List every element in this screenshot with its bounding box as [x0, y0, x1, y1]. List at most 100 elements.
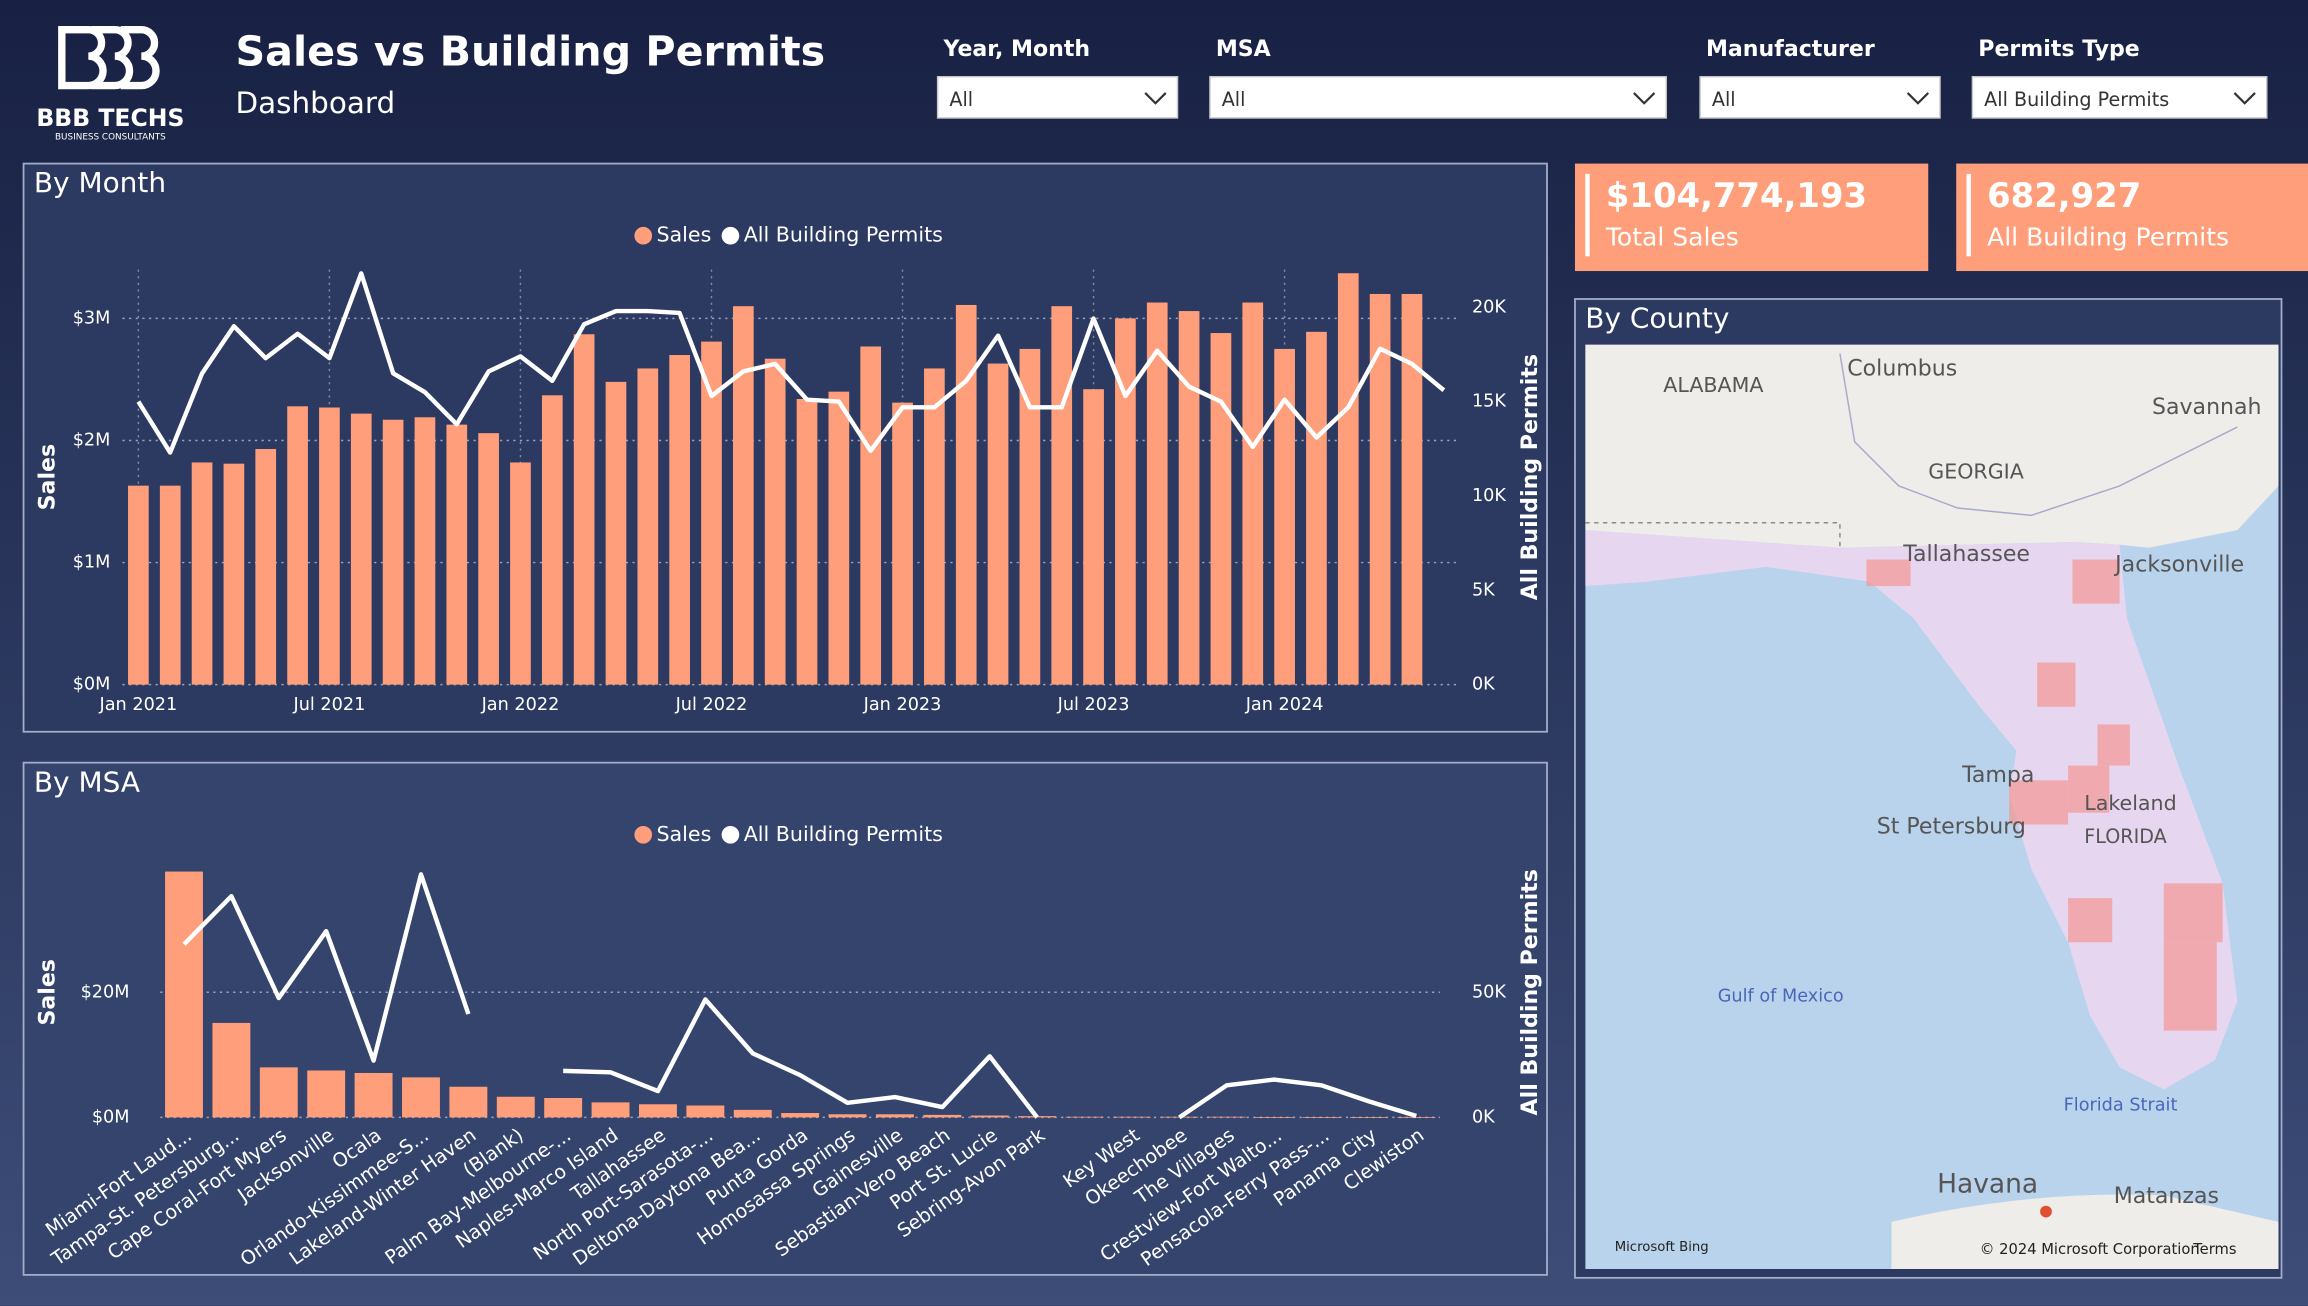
y-tick-label: $1M	[73, 553, 111, 573]
bar[interactable]	[446, 424, 468, 685]
bar[interactable]	[414, 417, 436, 685]
y2-tick-label: 0K	[1472, 1107, 1495, 1127]
bar[interactable]	[350, 413, 372, 685]
bar[interactable]	[638, 1104, 677, 1118]
bar[interactable]	[591, 1102, 630, 1118]
bar[interactable]	[1337, 273, 1359, 685]
bar[interactable]	[1210, 333, 1232, 685]
bar[interactable]	[1306, 331, 1327, 685]
legend-label[interactable]: Sales	[656, 223, 711, 247]
bar[interactable]	[128, 485, 149, 685]
bar[interactable]	[1369, 293, 1391, 685]
x-tick-label: Jul 2021	[292, 695, 365, 715]
legend-label[interactable]: All Building Permits	[744, 223, 943, 247]
bar[interactable]	[923, 1114, 962, 1118]
bar[interactable]	[781, 1113, 820, 1118]
bar[interactable]	[764, 358, 786, 685]
bar[interactable]	[496, 1096, 535, 1118]
legend-marker[interactable]	[721, 825, 740, 844]
bar[interactable]	[165, 871, 203, 1118]
bar[interactable]	[541, 395, 563, 685]
bar[interactable]	[637, 368, 659, 685]
dropdown-box[interactable]	[1209, 75, 1667, 119]
map[interactable]: ALABAMA Columbus GEORGIA Savannah Tallahasse…	[1585, 344, 2279, 1270]
bar[interactable]	[828, 391, 850, 685]
panel-title: By MSA	[34, 765, 140, 798]
dropdown[interactable]: All	[1699, 75, 1941, 119]
bar[interactable]	[510, 462, 531, 685]
bar[interactable]	[669, 355, 691, 685]
bar[interactable]	[1349, 1117, 1388, 1118]
dropdown-box[interactable]	[1971, 75, 2268, 119]
bar[interactable]	[732, 306, 754, 685]
legend-marker[interactable]	[721, 226, 740, 245]
legend-label[interactable]: All Building Permits	[744, 822, 943, 846]
bar[interactable]	[319, 407, 340, 685]
bar[interactable]	[354, 1072, 393, 1118]
dropdown[interactable]: All	[1209, 75, 1667, 119]
bar[interactable]	[1115, 318, 1136, 685]
dropdown-value: All	[1712, 88, 1736, 111]
bar[interactable]	[382, 419, 404, 685]
kpi-accent	[1585, 173, 1590, 257]
bar[interactable]	[686, 1105, 725, 1118]
bar[interactable]	[159, 485, 181, 685]
bar[interactable]	[1242, 302, 1264, 685]
bar[interactable]	[212, 1022, 251, 1118]
bar[interactable]	[796, 398, 818, 685]
y2-tick-label: 5K	[1472, 580, 1495, 600]
bar[interactable]	[955, 304, 977, 685]
bar[interactable]	[860, 346, 882, 685]
bar[interactable]	[449, 1086, 488, 1118]
bar[interactable]	[892, 402, 913, 685]
dropdown[interactable]: All	[936, 75, 1179, 119]
bar[interactable]	[1051, 306, 1073, 685]
bar[interactable]	[191, 462, 213, 685]
bar[interactable]	[605, 381, 627, 685]
bar[interactable]	[255, 449, 277, 685]
line	[182, 872, 1417, 1120]
bar[interactable]	[987, 363, 1009, 685]
bar[interactable]	[1207, 1116, 1246, 1118]
bar[interactable]	[259, 1067, 298, 1118]
legend-label[interactable]: Sales	[656, 822, 711, 846]
filter-label: MSA	[1216, 37, 1271, 62]
bar[interactable]	[478, 433, 499, 685]
bar[interactable]	[1019, 348, 1041, 685]
bar[interactable]	[223, 463, 245, 685]
bar[interactable]	[307, 1070, 346, 1118]
bar[interactable]	[1401, 293, 1423, 685]
bar[interactable]	[402, 1077, 440, 1118]
bar[interactable]	[1274, 348, 1295, 685]
bar[interactable]	[1083, 389, 1104, 685]
bar[interactable]	[701, 341, 722, 685]
y-tick-label: $2M	[73, 430, 111, 450]
map-label: Havana	[1937, 1169, 2038, 1200]
bar[interactable]	[1146, 302, 1168, 685]
bar[interactable]	[875, 1114, 914, 1118]
bar[interactable]	[1302, 1117, 1341, 1118]
bar[interactable]	[733, 1109, 772, 1118]
bar[interactable]	[828, 1114, 867, 1118]
legend-marker[interactable]	[634, 226, 653, 245]
bar[interactable]	[573, 334, 595, 685]
legend-marker[interactable]	[634, 825, 653, 844]
map-label: FLORIDA	[2084, 825, 2166, 848]
bar[interactable]	[287, 406, 308, 685]
map-cuba	[1891, 1194, 2279, 1270]
bar[interactable]	[1065, 1116, 1104, 1118]
dropdown[interactable]: All Building Permits	[1971, 75, 2268, 119]
x-tick-label: Jan 2022	[481, 695, 560, 715]
dropdown-box[interactable]	[936, 75, 1179, 119]
bar[interactable]	[1112, 1116, 1151, 1118]
bar[interactable]	[544, 1098, 583, 1118]
filter-label: Year, Month	[943, 37, 1091, 62]
bar[interactable]	[924, 368, 945, 685]
map-label: Tallahassee	[1902, 542, 2030, 567]
dropdown-box[interactable]	[1699, 75, 1941, 119]
bar[interactable]	[1397, 1117, 1436, 1119]
bar[interactable]	[1178, 311, 1200, 685]
bar[interactable]	[970, 1115, 1009, 1118]
bar[interactable]	[1255, 1117, 1294, 1118]
